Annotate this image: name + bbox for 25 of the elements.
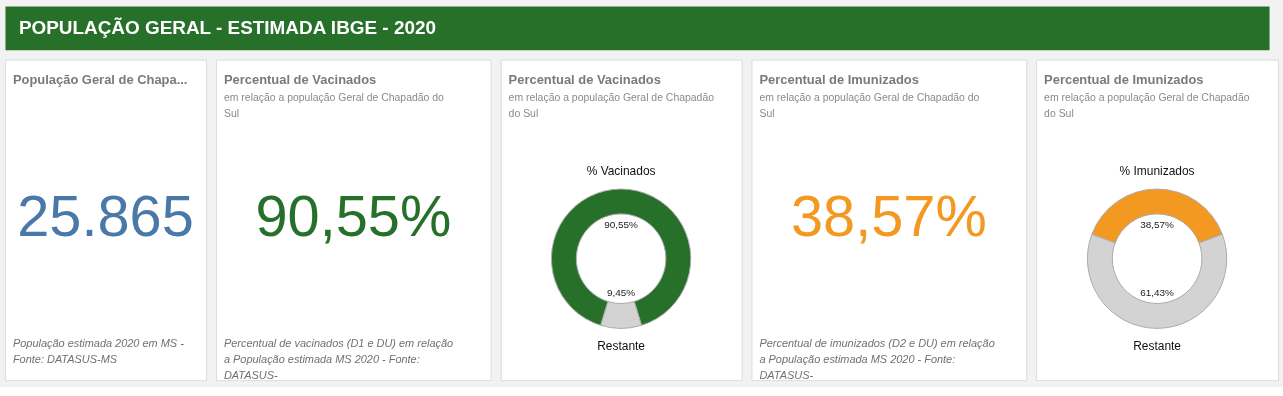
data-label: 61,43% [1140,286,1175,298]
data-label: 38,57% [1140,218,1175,230]
data-label: 9,45% [607,286,636,298]
text: 25.865 [17,183,194,248]
slice-label: % Imunizados [1119,164,1195,179]
text: 38,57% [790,183,987,248]
text: Percentual de vacinados (D1 e DU) em relação a População estimada MS 2020 - Fonte: DATASUS- [223,337,454,382]
text: em relação a população Geral de Chapadão do Sul [759,92,980,119]
chart-title: Percentual de Imunizados [1044,71,1204,87]
data-label: 90,55% [604,218,639,230]
text: em relação a população Geral de Chapadão do Sul [223,92,445,119]
donut-slice [550,188,692,326]
text: Percentual de Imunizados [759,71,919,87]
text: 90,55% [255,183,452,248]
text: Percentual de imunizados (D2 e DU) em relação a População estimada MS 2020 - Fonte: DATASUS- [759,337,995,382]
chart-title: Percentual de Vacinados [508,71,661,87]
text: População estimada 2020 em MS - Fonte: DATASUS-MS [12,337,185,366]
text: POPULAÇÃO GERAL - ESTIMADA IBGE - 2020 [18,16,436,38]
chart-subtitle: em relação a população Geral de Chapadão do Sul [1044,92,1250,119]
chart-subtitle: em relação a população Geral de Chapadão do Sul [508,92,715,119]
text: População Geral de Chapa... [12,71,188,87]
slice-label: Restante [597,339,646,354]
slice-label: Restante [1133,339,1182,354]
text: Percentual de Vacinados [223,71,377,87]
slice-label: % Vacinados [586,164,656,179]
